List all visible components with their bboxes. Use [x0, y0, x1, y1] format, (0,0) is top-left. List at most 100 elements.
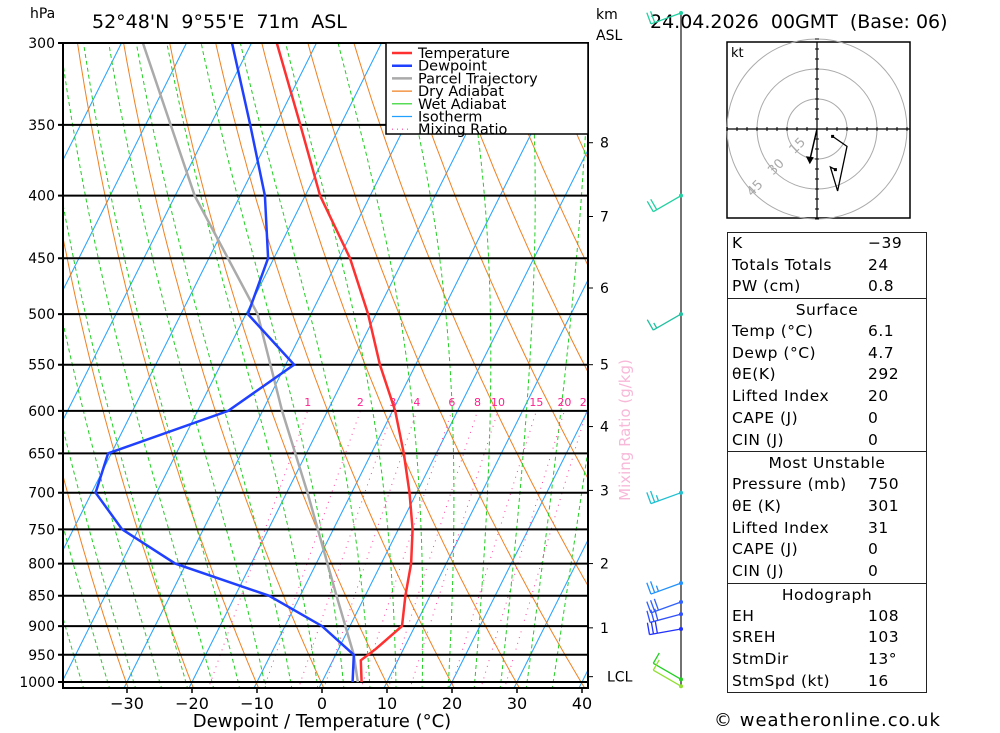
pressure-tick-label: 500	[28, 307, 55, 323]
wind-barb-flag	[646, 582, 652, 595]
wind-barb-staff	[649, 613, 682, 624]
legend-label: Mixing Ratio	[418, 122, 508, 138]
pressure-tick-label: 650	[28, 446, 55, 462]
legend-label: Wet Adiabat	[418, 97, 507, 113]
isotherm-line	[448, 408, 588, 688]
wind-barb-flag	[652, 659, 660, 671]
mixing-ratio-label: 15	[529, 396, 543, 409]
wind-barb-flag	[646, 12, 652, 25]
plot-frame	[62, 42, 589, 689]
x-tick-label: 10	[377, 694, 397, 713]
wind-barb-flag	[646, 319, 654, 331]
index-row: CAPE (J) 0	[728, 539, 926, 561]
km-tick-label: 2	[600, 557, 609, 573]
index-label: CIN (J)	[732, 561, 785, 580]
most-unstable-section: Most Unstable Pressure (mb) 750 θE (K) 301 Li…	[728, 451, 926, 582]
index-label: CIN (J)	[732, 430, 785, 449]
wet-adiabat-line	[108, 43, 267, 688]
wind-barb-flag	[646, 610, 651, 623]
x-tick-label: −10	[240, 694, 274, 713]
index-label: EH	[732, 606, 755, 625]
index-label: SREH	[732, 628, 777, 647]
hodograph-unit: kt	[731, 46, 744, 61]
wind-barb-dot	[679, 11, 683, 15]
index-row: CIN (J) 0	[728, 561, 926, 583]
storm-motion-arrow	[809, 128, 818, 161]
wet-adiabat-line	[239, 43, 371, 688]
surface-section: Surface Temp (°C) 6.1 Dewp (°C) 4.7 θE(K) 292 L…	[728, 298, 926, 451]
isotherm-line	[383, 278, 588, 688]
isotherm-line	[63, 43, 188, 292]
index-value: 6.1	[868, 322, 895, 341]
dry-adiabat-line	[307, 43, 586, 688]
index-row: CAPE (J) 0	[728, 408, 926, 430]
wind-barb-staff	[650, 12, 682, 25]
wind-barb-flag	[650, 609, 655, 622]
mixing-ratio-label: 4	[413, 396, 420, 409]
index-value: 13°	[868, 650, 897, 668]
wet-adiabat-line	[200, 43, 345, 688]
wet-adiabat-line	[525, 56, 588, 688]
index-label: K	[732, 234, 743, 252]
index-label: Totals Totals	[732, 255, 832, 274]
mixing-ratio-line	[504, 410, 588, 688]
legend-label: Dewpoint	[418, 59, 487, 75]
wind-barbs	[646, 11, 683, 689]
mixing-ratio-label: 2	[357, 396, 364, 409]
km-tick-label: LCL	[607, 670, 633, 686]
wind-barb-staff	[652, 662, 682, 680]
wet-adiabat-line	[63, 60, 215, 688]
index-row: CIN (J) 0	[728, 430, 926, 452]
index-row-pw: PW (cm) 0.8	[728, 276, 926, 298]
isotherm-line	[63, 43, 318, 552]
mixing-ratio-label: 25	[580, 396, 594, 409]
wind-barb-flag	[649, 581, 656, 593]
wet-adiabat-line	[82, 43, 241, 688]
isotherm-line	[188, 43, 513, 688]
index-value: 0	[868, 408, 879, 427]
km-tick-label: 8	[600, 136, 609, 152]
legend-label: Dry Adiabat	[418, 84, 504, 100]
wind-barb-flag	[650, 198, 658, 211]
dry-adiabat-line	[993, 34, 1000, 690]
wind-barb-staff	[652, 313, 682, 331]
wet-adiabat-line	[63, 320, 163, 688]
wind-barb-dot	[679, 677, 683, 682]
index-value: 103	[868, 628, 900, 647]
wind-barb-flag	[646, 601, 652, 614]
index-value: 108	[868, 606, 900, 625]
pressure-tick-label: 900	[28, 619, 55, 635]
isotherm-line	[253, 43, 578, 688]
index-label: Temp (°C)	[732, 322, 814, 341]
x-tick-label: −20	[175, 694, 209, 713]
mixing-ratio-label: 6	[448, 396, 455, 409]
dry-adiabat-line	[491, 43, 588, 267]
legend-box	[385, 42, 589, 135]
index-label: CAPE (J)	[732, 540, 799, 559]
km-unit-label: km	[596, 7, 618, 23]
hodograph-trace	[829, 135, 848, 192]
mixing-ratio-line	[208, 410, 309, 688]
index-row: SREH 103	[728, 627, 926, 649]
wind-barb-flag	[655, 495, 660, 502]
km-tick-label: 1	[600, 621, 609, 637]
wind-barb-dot	[679, 193, 683, 198]
isotherm-line	[63, 43, 253, 422]
index-value: 292	[868, 365, 900, 384]
km-tick-label: 5	[600, 358, 609, 374]
wet-adiabat-line	[397, 43, 455, 688]
index-label: PW (cm)	[732, 277, 801, 296]
mixing-ratio-label: 10	[491, 396, 505, 409]
wind-barb-staff	[650, 582, 682, 595]
pressure-tick-label: 300	[28, 36, 55, 52]
km-tick-label: 6	[600, 281, 609, 297]
wind-barb-flag	[652, 652, 660, 664]
dry-adiabat-line	[353, 43, 588, 587]
x-tick-label: −30	[110, 694, 144, 713]
wet-adiabat-line	[135, 43, 293, 688]
pressure-tick-label: 850	[28, 589, 55, 605]
location-title: 52°48'N 9°55'E 71m ASL	[92, 11, 347, 33]
isotherm-line	[318, 148, 588, 688]
